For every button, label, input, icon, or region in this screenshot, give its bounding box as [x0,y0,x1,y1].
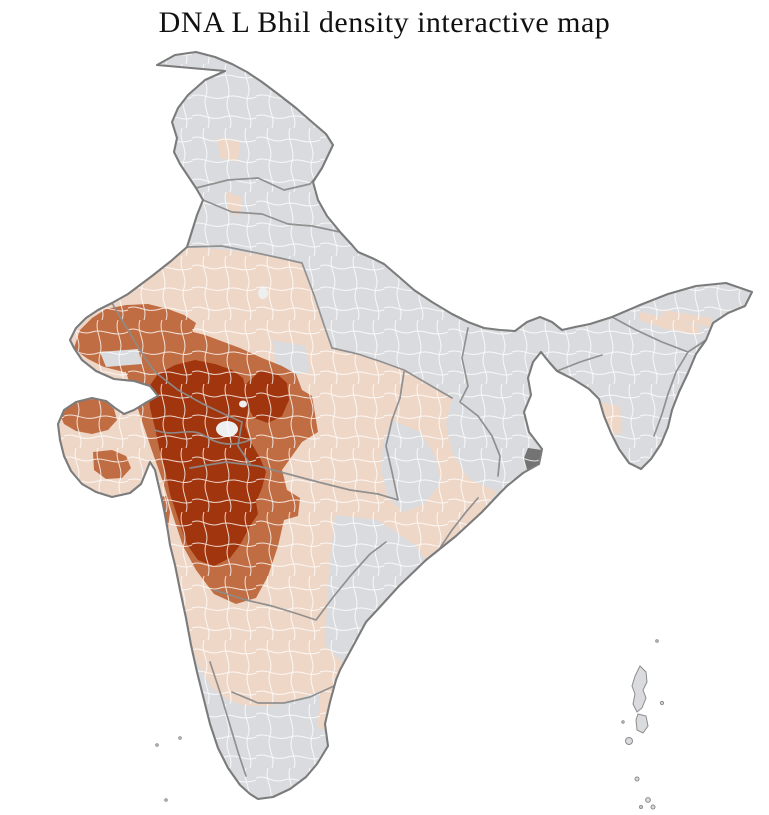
andaman-nicobar-chain[interactable] [621,639,665,810]
lakshadweep-specks[interactable] [155,736,182,802]
india-outline [56,50,754,801]
map-title: DNA L Bhil density interactive map [158,6,611,39]
state-borders [111,169,707,777]
